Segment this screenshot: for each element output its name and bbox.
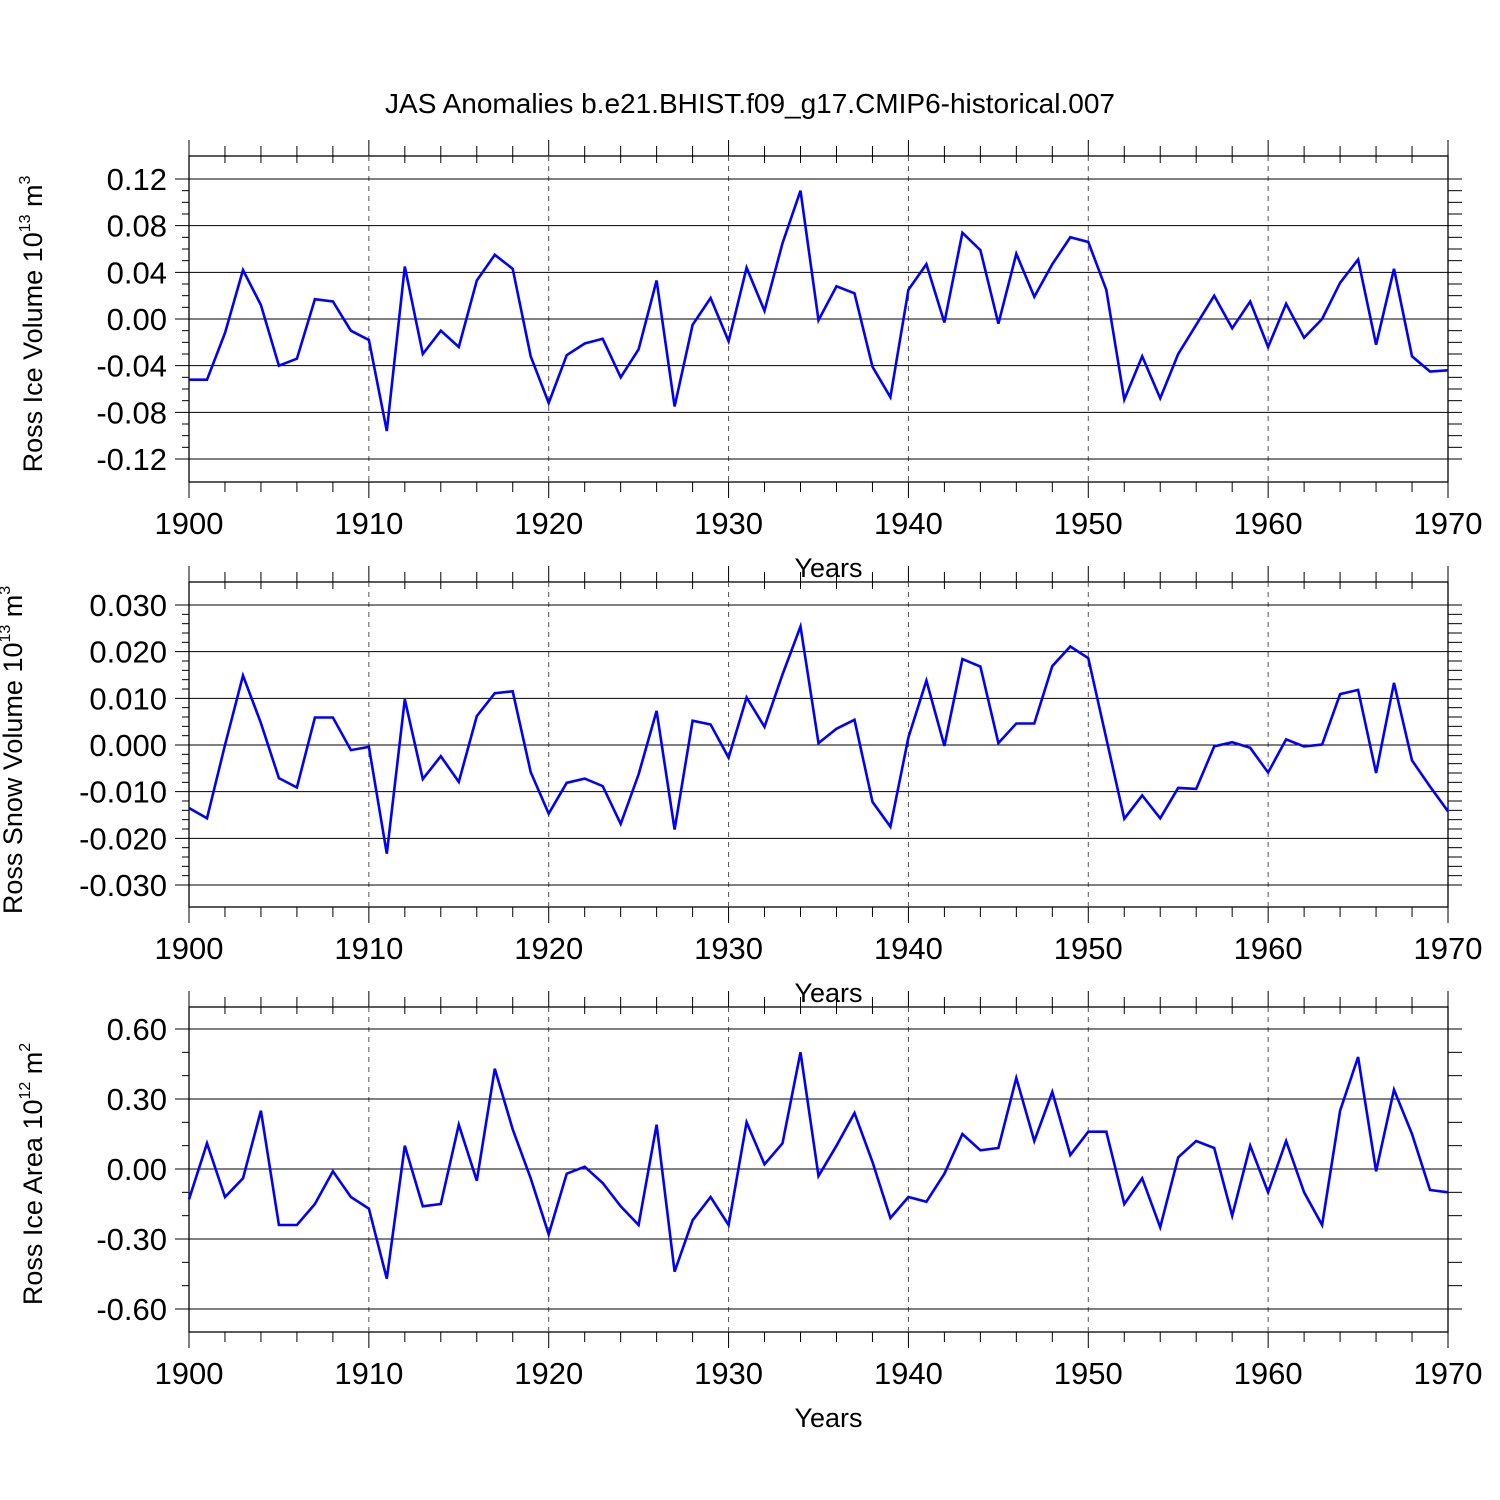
x-tick-label: 1920	[514, 931, 583, 966]
x-tick-label: 1930	[694, 931, 763, 966]
x-tick-label: 1960	[1234, 506, 1303, 541]
y-tick-label: -0.04	[96, 349, 167, 384]
x-tick-label: 1970	[1414, 931, 1483, 966]
x-tick-label: 1910	[334, 506, 403, 541]
x-tick-label: 1940	[874, 506, 943, 541]
x-axis-title: Years	[794, 553, 862, 583]
y-tick-label: 0.08	[107, 209, 167, 244]
series-line-1	[189, 190, 1449, 432]
y-tick-label: -0.30	[96, 1222, 167, 1257]
x-tick-label: 1950	[1054, 1356, 1123, 1391]
y-tick-label: 0.00	[107, 302, 167, 337]
x-tick-label: 1960	[1234, 1356, 1303, 1391]
chart-title: JAS Anomalies b.e21.BHIST.f09_g17.CMIP6-…	[385, 88, 1115, 119]
y-tick-label: -0.010	[79, 775, 167, 810]
y-tick-label: -0.60	[96, 1292, 167, 1327]
y-tick-label: -0.020	[79, 821, 167, 856]
y-tick-label: 0.030	[89, 588, 167, 623]
y-axis-title: Ross Ice Area 1012 m2	[17, 1043, 48, 1305]
x-tick-label: 1910	[334, 1356, 403, 1391]
y-tick-label: -0.08	[96, 395, 167, 430]
y-tick-label: 0.04	[107, 255, 167, 290]
y-tick-label: 0.30	[107, 1082, 167, 1117]
y-axis-title: Ross Snow Volume 1013 m3	[0, 586, 28, 914]
y-tick-label: -0.12	[96, 442, 167, 477]
x-tick-label: 1970	[1414, 506, 1483, 541]
series-line-2	[188, 621, 1450, 854]
x-axis-title: Years	[794, 978, 862, 1008]
series-line-3	[187, 1052, 1449, 1280]
x-tick-label: 1920	[514, 506, 583, 541]
y-tick-label: 0.00	[107, 1152, 167, 1187]
y-axis-title: Ross Ice Volume 1013 m3	[17, 175, 48, 472]
x-tick-label: 1970	[1414, 1356, 1483, 1391]
x-axis-title: Years	[794, 1403, 862, 1433]
y-tick-label: 0.12	[107, 162, 167, 197]
x-tick-label: 1900	[155, 506, 224, 541]
x-tick-label: 1900	[155, 1356, 224, 1391]
x-tick-label: 1950	[1054, 506, 1123, 541]
x-tick-label: 1930	[694, 1356, 763, 1391]
x-tick-label: 1950	[1054, 931, 1123, 966]
x-tick-label: 1930	[694, 506, 763, 541]
x-tick-label: 1940	[874, 931, 943, 966]
x-tick-label: 1920	[514, 1356, 583, 1391]
y-tick-label: 0.010	[89, 681, 167, 716]
x-tick-label: 1910	[334, 931, 403, 966]
y-tick-label: 0.000	[89, 728, 167, 763]
y-tick-label: 0.020	[89, 635, 167, 670]
y-tick-label: -0.030	[79, 868, 167, 903]
x-tick-label: 1940	[874, 1356, 943, 1391]
x-tick-label: 1900	[155, 931, 224, 966]
y-tick-label: 0.60	[107, 1012, 167, 1047]
x-tick-label: 1960	[1234, 931, 1303, 966]
